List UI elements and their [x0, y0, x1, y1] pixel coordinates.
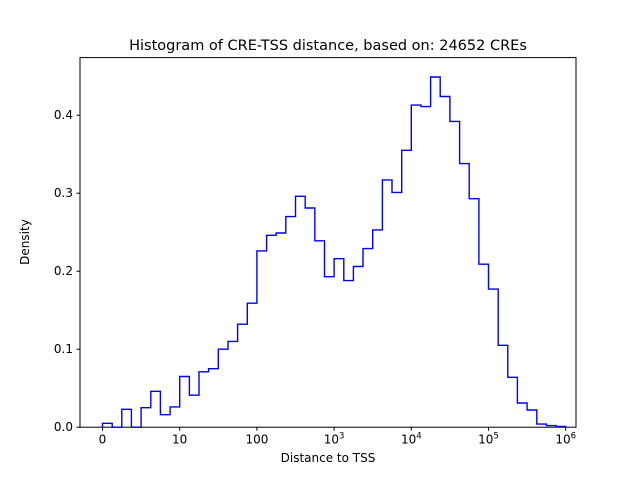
y-tick-label: 0.1 — [54, 342, 73, 356]
plot-area — [79, 57, 577, 428]
histogram-step-line — [101, 76, 567, 428]
x-tick-label: 10 — [172, 433, 187, 447]
x-tick-label: 104 — [401, 432, 422, 447]
x-axis-label: Distance to TSS — [281, 451, 376, 465]
y-tick-label: 0.4 — [54, 108, 73, 122]
y-tick-label: 0.3 — [54, 186, 73, 200]
x-tick-label: 106 — [555, 432, 576, 447]
x-tick-label: 0 — [99, 433, 107, 447]
x-tick-label: 103 — [324, 432, 345, 447]
x-tick-label: 105 — [478, 432, 499, 447]
y-tick-label: 0.2 — [54, 264, 73, 278]
y-axis-label: Density — [18, 219, 32, 265]
x-axis-ticks: 0 10 100 103 104 105 106 — [99, 427, 576, 447]
chart-title: Histogram of CRE-TSS distance, based on:… — [129, 38, 527, 54]
x-tick-label: 100 — [245, 433, 268, 447]
y-tick-label: 0.0 — [54, 420, 73, 434]
y-axis-ticks: 0.0 0.1 0.2 0.3 0.4 — [54, 108, 80, 434]
